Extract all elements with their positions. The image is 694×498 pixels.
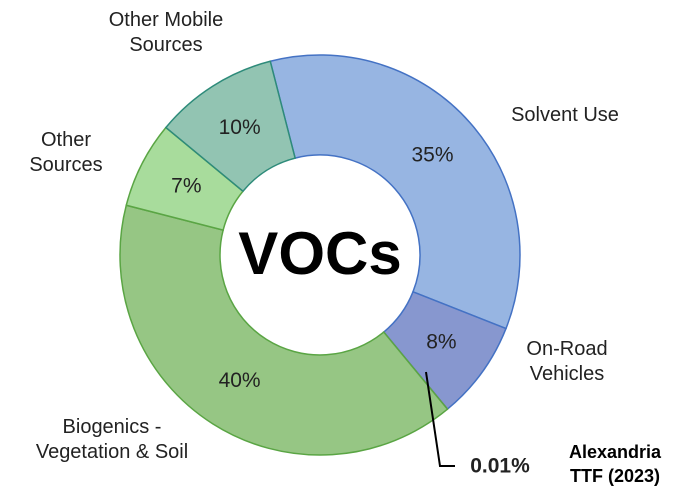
value-label: 7% bbox=[171, 174, 201, 197]
category-label: Other Mobile Sources bbox=[108, 9, 224, 56]
value-label: 10% bbox=[219, 116, 261, 139]
slices bbox=[119, 54, 521, 456]
slice bbox=[269, 54, 521, 330]
leader-line bbox=[425, 371, 455, 467]
value-label: 35% bbox=[411, 143, 453, 166]
category-label: Biogenics - Vegetation & Soil bbox=[35, 416, 189, 463]
value-label: 8% bbox=[426, 331, 456, 354]
category-label: Solvent Use bbox=[511, 104, 619, 126]
slice bbox=[164, 60, 297, 193]
category-label: Other Sources bbox=[29, 129, 103, 176]
category-label: On-Road Vehicles bbox=[526, 338, 608, 385]
value-label: 40% bbox=[219, 369, 261, 392]
center-label: VOCs bbox=[238, 220, 401, 287]
category-label: Alexandria TTF (2023) bbox=[568, 442, 662, 486]
slice bbox=[119, 204, 449, 456]
value-label: 0.01% bbox=[470, 455, 530, 478]
